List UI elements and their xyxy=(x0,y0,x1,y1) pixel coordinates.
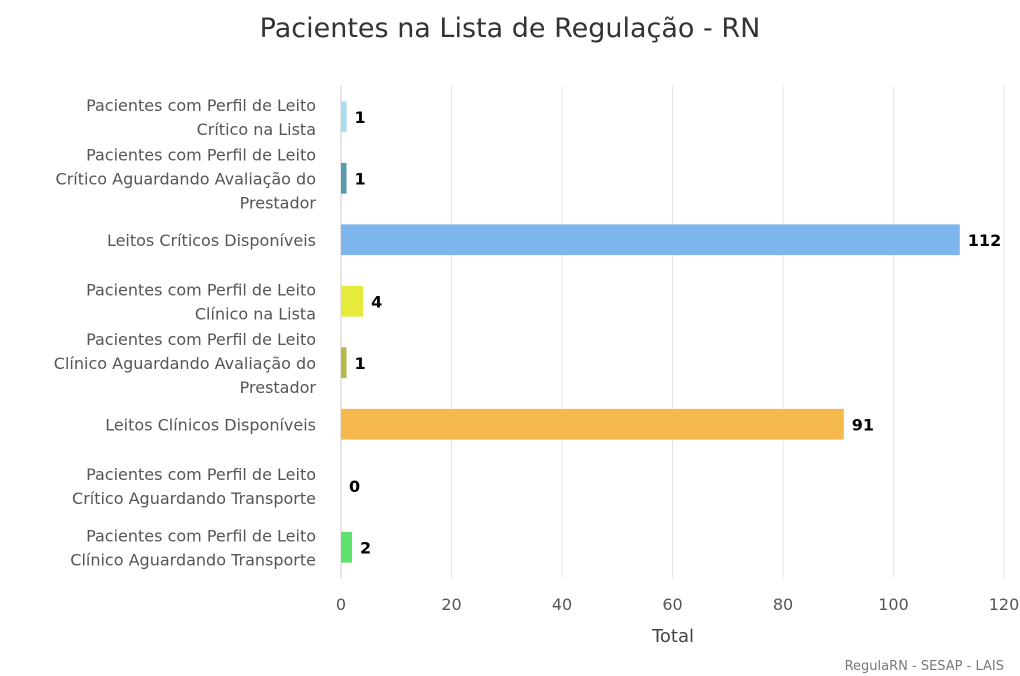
data-labels: 1 1 112 4 1 91 0 2 xyxy=(349,108,1001,558)
data-label: 1 xyxy=(355,169,366,188)
data-label: 0 xyxy=(349,477,360,496)
x-tick-label: 80 xyxy=(773,595,793,614)
category-label: Pacientes com Perfil de Leito Crítico na … xyxy=(86,96,316,139)
category-label-line: Pacientes com Perfil de Leito xyxy=(86,465,316,484)
category-label-line: Pacientes com Perfil de Leito xyxy=(86,280,316,299)
bar[interactable] xyxy=(341,224,960,256)
category-label: Pacientes com Perfil de Leito Clínico Agu… xyxy=(54,330,317,397)
category-label-line: Crítico Aguardando Avaliação do xyxy=(56,169,316,188)
category-label: Pacientes com Perfil de Leito Clínico na … xyxy=(86,280,316,323)
category-label: Pacientes com Perfil de Leito Crítico Agu… xyxy=(56,145,317,212)
bar[interactable] xyxy=(341,101,347,133)
x-tick-label: 0 xyxy=(336,595,346,614)
data-label: 2 xyxy=(360,538,371,557)
category-label: Pacientes com Perfil de Leito Clínico Agu… xyxy=(70,526,316,569)
x-tick-label: 20 xyxy=(441,595,461,614)
bar[interactable] xyxy=(341,285,364,317)
category-label-line: Pacientes com Perfil de Leito xyxy=(86,526,316,545)
grid-lines xyxy=(340,86,1005,578)
bar[interactable] xyxy=(341,531,353,563)
chart-credit[interactable]: RegulaRN - SESAP - LAIS xyxy=(845,659,1004,674)
x-axis-ticks: 0 20 40 60 80 100 120 xyxy=(336,595,1019,614)
category-label-line: Crítico na Lista xyxy=(197,120,316,139)
category-label-line: Clínico na Lista xyxy=(195,304,316,323)
category-label-line: Crítico Aguardando Transporte xyxy=(72,489,316,508)
x-tick-label: 40 xyxy=(552,595,572,614)
category-label: Pacientes com Perfil de Leito Crítico Agu… xyxy=(72,465,316,508)
category-label-line: Prestador xyxy=(240,193,317,212)
category-label-line: Pacientes com Perfil de Leito xyxy=(86,96,316,115)
bars xyxy=(341,101,960,563)
x-tick-label: 60 xyxy=(662,595,682,614)
category-label: Leitos Críticos Disponíveis xyxy=(107,231,316,250)
category-label-line: Clínico Aguardando Avaliação do xyxy=(54,354,316,373)
category-label-line: Clínico Aguardando Transporte xyxy=(70,550,316,569)
data-label: 1 xyxy=(355,354,366,373)
bar[interactable] xyxy=(341,162,347,194)
category-label: Leitos Clínicos Disponíveis xyxy=(105,415,316,434)
data-label: 112 xyxy=(968,231,1001,250)
bar[interactable] xyxy=(341,347,347,379)
category-label-line: Leitos Críticos Disponíveis xyxy=(107,231,316,250)
x-tick-label: 100 xyxy=(878,595,909,614)
x-tick-label: 120 xyxy=(989,595,1020,614)
data-label: 1 xyxy=(355,108,366,127)
x-axis-title: Total xyxy=(651,626,694,647)
category-label-line: Pacientes com Perfil de Leito xyxy=(86,330,316,349)
data-label: 4 xyxy=(371,292,382,311)
category-label-line: Pacientes com Perfil de Leito xyxy=(86,145,316,164)
category-label-line: Leitos Clínicos Disponíveis xyxy=(105,415,316,434)
chart-title: Pacientes na Lista de Regulação - RN xyxy=(260,13,761,44)
category-label-line: Prestador xyxy=(240,378,317,397)
data-label: 91 xyxy=(852,415,874,434)
category-labels: Pacientes com Perfil de Leito Crítico na … xyxy=(54,96,317,570)
bar[interactable] xyxy=(341,408,844,440)
